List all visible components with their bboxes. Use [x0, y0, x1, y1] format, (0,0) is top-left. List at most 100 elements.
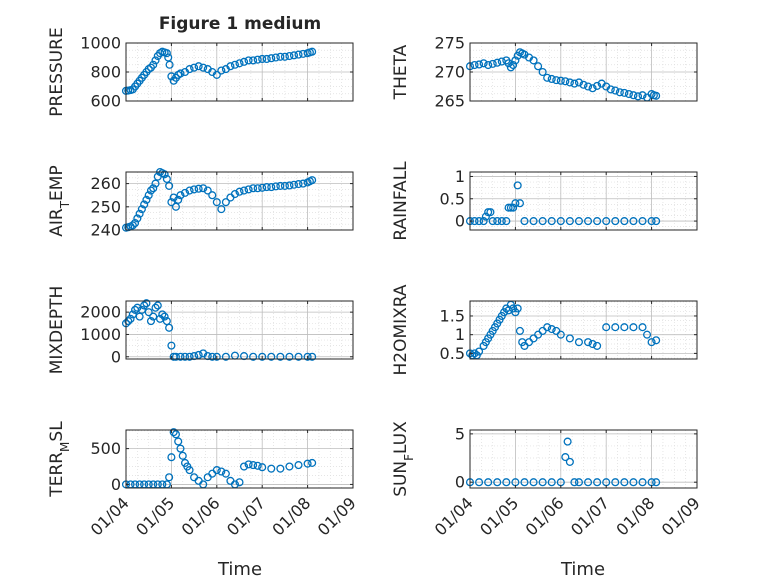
data-point: [267, 352, 276, 361]
data-point: [579, 80, 588, 89]
xlabel-right: Time: [560, 559, 605, 580]
data-point: [294, 352, 303, 361]
data-point: [308, 352, 317, 361]
data-point: [593, 341, 602, 350]
data-point: [221, 469, 230, 478]
data-point: [149, 60, 158, 69]
y-axis-label: H2OMIXRA: [391, 284, 411, 375]
data-point: [285, 462, 294, 471]
data-point: [285, 181, 294, 190]
data-point: [235, 478, 244, 487]
y-tick-label: 600: [90, 92, 121, 111]
axes-box: [469, 300, 698, 360]
data-point: [547, 74, 556, 84]
data-point: [171, 430, 180, 439]
data-point: [262, 54, 271, 63]
data-point: [276, 464, 285, 473]
data-point: [620, 217, 629, 226]
y-tick-label: 0: [455, 212, 465, 231]
data-point: [513, 304, 522, 313]
y-axis-label: MIXDEPTH: [47, 286, 67, 375]
y-tick-label: 5: [455, 424, 465, 443]
y-tick-label: 0: [111, 347, 121, 366]
data-point: [547, 217, 556, 226]
data-point: [230, 60, 240, 69]
data-point: [611, 217, 620, 226]
x-tick-label: 01/06: [178, 493, 224, 539]
data-point: [151, 179, 160, 188]
data-point: [611, 478, 620, 487]
data-point: [515, 199, 524, 208]
data-point: [144, 191, 153, 200]
data-point: [194, 62, 203, 71]
data-point: [271, 182, 280, 191]
y-axis-label: TERRMSL: [47, 421, 72, 498]
data-point: [493, 478, 502, 487]
data-point: [629, 323, 638, 332]
data-point: [244, 460, 253, 469]
data-point: [470, 60, 479, 70]
data-point: [133, 303, 142, 312]
data-point: [165, 323, 174, 332]
data-point: [151, 56, 160, 65]
data-point: [212, 466, 221, 475]
data-point: [239, 186, 249, 195]
data-point: [124, 317, 133, 326]
data-point: [271, 53, 280, 62]
data-point: [165, 473, 174, 482]
data-point: [602, 323, 611, 332]
data-point: [475, 217, 484, 226]
data-point: [488, 59, 497, 68]
data-point: [303, 352, 312, 361]
data-point: [504, 203, 513, 212]
data-point: [142, 299, 151, 308]
data-point: [258, 183, 267, 192]
axes-box: [469, 429, 698, 489]
data-point: [488, 217, 497, 226]
data-point: [547, 478, 556, 487]
data-point: [552, 76, 561, 85]
data-point: [131, 218, 140, 228]
data-point: [289, 51, 299, 60]
figure-title: Figure 1 medium: [159, 14, 321, 34]
y-axis-label: RAINFALL: [391, 161, 411, 241]
data-point: [176, 69, 185, 78]
data-point: [153, 301, 162, 310]
data-point: [538, 478, 547, 487]
y-tick-label: 270: [434, 63, 465, 82]
data-point: [565, 217, 574, 226]
data-point: [267, 464, 276, 473]
data-point: [137, 205, 146, 214]
data-point: [258, 463, 267, 472]
plot-area: [126, 301, 353, 359]
data-point: [212, 198, 221, 207]
data-point: [267, 54, 276, 63]
data-point: [629, 91, 638, 100]
data-point: [611, 323, 620, 332]
data-point: [289, 180, 299, 189]
data-point: [593, 478, 602, 487]
data-point: [574, 478, 584, 487]
data-point: [280, 52, 289, 61]
data-point: [249, 461, 258, 470]
data-point: [221, 352, 230, 361]
data-point: [506, 63, 515, 72]
data-point: [570, 478, 579, 487]
data-point: [167, 341, 176, 350]
data-point: [511, 56, 520, 65]
y-tick-label: 260: [90, 174, 121, 193]
data-point: [565, 78, 574, 87]
data-point: [484, 208, 493, 217]
data-point: [221, 198, 230, 207]
data-point: [543, 323, 552, 332]
data-point: [479, 59, 488, 68]
data-point: [529, 478, 538, 487]
y-axis-label: PRESSURE: [47, 27, 67, 116]
data-point: [226, 62, 235, 71]
data-point: [185, 65, 194, 74]
data-point: [285, 352, 294, 361]
data-point: [171, 202, 180, 211]
data-point: [547, 325, 556, 334]
data-point: [165, 60, 174, 69]
y-tick-label: 1: [455, 167, 465, 186]
